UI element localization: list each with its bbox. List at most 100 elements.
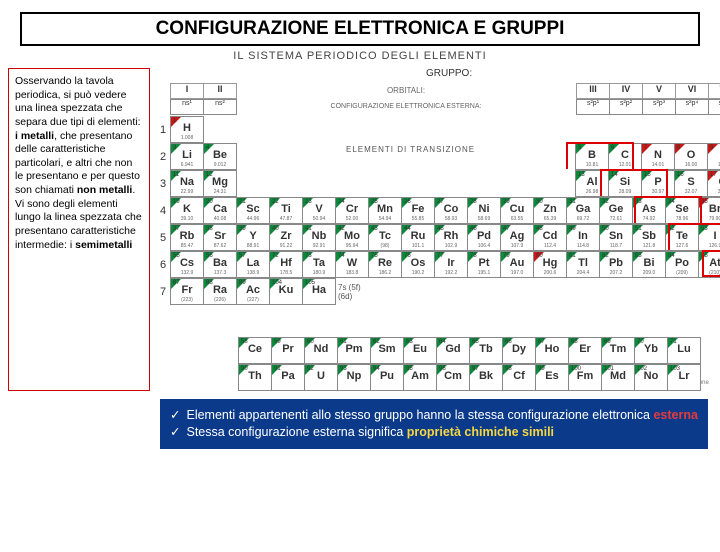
element-cell: 32Ge72.61 — [599, 197, 633, 224]
element-cell: 40Zr91.22 — [269, 224, 303, 251]
element-cell: 78Pt195.1 — [467, 251, 501, 278]
element-cell: 69Tm — [601, 337, 635, 364]
element-cell: 56Ba137.3 — [203, 251, 237, 278]
element-cell: 38Sr87.62 — [203, 224, 237, 251]
element-cell: 24Cr52.00 — [335, 197, 369, 224]
element-cell: 100Fm — [568, 364, 602, 391]
element-cell: 30Zn65.39 — [533, 197, 567, 224]
element-cell: 4Be9.012 — [203, 143, 237, 170]
element-cell: 92U — [304, 364, 338, 391]
element-cell: 73Ta180.9 — [302, 251, 336, 278]
element-cell: 45Rh102.9 — [434, 224, 468, 251]
element-cell: 20Ca40.08 — [203, 197, 237, 224]
element-cell: 93Np — [337, 364, 371, 391]
element-cell: 55Cs132.9 — [170, 251, 204, 278]
element-cell: 27Co58.93 — [434, 197, 468, 224]
gruppo-label: GRUPPO: — [426, 68, 472, 79]
element-cell: 74W183.8 — [335, 251, 369, 278]
element-cell: 52Te127.6 — [665, 224, 699, 251]
periodic-table: GRUPPO: IIIORBITALI:IIIIVVVIVIIVIII ns¹n… — [156, 68, 720, 391]
element-cell: 104Ku — [269, 278, 303, 305]
bullet2b: proprietà chimiche simili — [407, 425, 554, 439]
element-cell: 35Br79.90 — [698, 197, 720, 224]
element-cell: 89Ac(227) — [236, 278, 270, 305]
element-cell: 7N14.01 — [641, 143, 675, 170]
element-cell: 26Fe55.85 — [401, 197, 435, 224]
element-cell: 46Pd106.4 — [467, 224, 501, 251]
element-cell: 16S32.07 — [674, 170, 708, 197]
element-cell: 25Mn54.94 — [368, 197, 402, 224]
element-cell: 67Ho — [535, 337, 569, 364]
element-cell: 65Tb — [469, 337, 503, 364]
element-cell: 68Er — [568, 337, 602, 364]
element-cell: 33As74.92 — [632, 197, 666, 224]
desc-p1b: i metalli — [15, 130, 54, 142]
check-icon: ✓ — [170, 425, 180, 439]
element-cell: 53I126.9 — [698, 224, 720, 251]
element-cell: 11Na22.99 — [170, 170, 204, 197]
element-cell: 19K39.10 — [170, 197, 204, 224]
element-cell: 85At(210) — [698, 251, 720, 278]
element-cell: 60Nd — [304, 337, 338, 364]
element-cell: 95Am — [403, 364, 437, 391]
element-cell: 64Gd — [436, 337, 470, 364]
element-cell: 88Ra(226) — [203, 278, 237, 305]
element-cell: 72Hf178.5 — [269, 251, 303, 278]
element-cell: 99Es — [535, 364, 569, 391]
element-cell: 87Fr(223) — [170, 278, 204, 305]
element-cell: 75Re186.2 — [368, 251, 402, 278]
element-cell: 84Po(209) — [665, 251, 699, 278]
element-cell: 8O16.00 — [674, 143, 708, 170]
element-cell: 97Bk — [469, 364, 503, 391]
element-cell: 77Ir192.2 — [434, 251, 468, 278]
element-cell: 21Sc44.96 — [236, 197, 270, 224]
element-cell: 6C12.01 — [608, 143, 642, 170]
element-cell: 5B10.81 — [575, 143, 609, 170]
description-box: Osservando la tavola periodica, si può v… — [8, 68, 150, 391]
element-cell: 80Hg200.6 — [533, 251, 567, 278]
element-cell: 71Lu — [667, 337, 701, 364]
element-cell: 1H1.008 — [170, 116, 204, 143]
element-cell: 105Ha — [302, 278, 336, 305]
element-cell: 41Nb92.91 — [302, 224, 336, 251]
element-cell: 23V50.94 — [302, 197, 336, 224]
check-icon: ✓ — [170, 408, 180, 422]
summary-box: ✓ Elementi appartenenti allo stesso grupp… — [160, 399, 708, 449]
element-cell: 98Cf — [502, 364, 536, 391]
element-cell: 13Al26.98 — [575, 170, 609, 197]
element-cell: 48Cd112.4 — [533, 224, 567, 251]
element-cell: 91Pa — [271, 364, 305, 391]
element-cell: 63Eu — [403, 337, 437, 364]
element-cell: 22Ti47.87 — [269, 197, 303, 224]
element-cell: 62Sm — [370, 337, 404, 364]
element-cell: 59Pr — [271, 337, 305, 364]
element-cell: 17Cl35.45 — [707, 170, 720, 197]
bullet1b: esterna — [653, 408, 697, 422]
bullet1a: Elementi appartenenti allo stesso gruppo… — [186, 408, 653, 422]
element-cell: 58Ce — [238, 337, 272, 364]
page-title: CONFIGURAZIONE ELETTRONICA E GRUPPI — [20, 12, 700, 46]
element-cell: 9F19.00 — [707, 143, 720, 170]
element-cell: 39Y88.91 — [236, 224, 270, 251]
element-cell: 3Li6.941 — [170, 143, 204, 170]
element-cell: 61Pm — [337, 337, 371, 364]
element-cell: 83Bi209.0 — [632, 251, 666, 278]
element-cell: 82Pb207.2 — [599, 251, 633, 278]
element-cell: 28Ni58.69 — [467, 197, 501, 224]
desc-p2b: semimetalli — [75, 239, 132, 251]
element-cell: 50Sn118.7 — [599, 224, 633, 251]
element-cell: 49In114.8 — [566, 224, 600, 251]
element-cell: 101Md — [601, 364, 635, 391]
element-cell: 43Tc(98) — [368, 224, 402, 251]
element-cell: 51Sb121.8 — [632, 224, 666, 251]
element-cell: 29Cu63.55 — [500, 197, 534, 224]
element-cell: 34Se78.96 — [665, 197, 699, 224]
element-cell: 42Mo95.94 — [335, 224, 369, 251]
element-cell: 31Ga69.72 — [566, 197, 600, 224]
element-cell: 47Ag107.9 — [500, 224, 534, 251]
element-cell: 66Dy — [502, 337, 536, 364]
element-cell: 103Lr — [667, 364, 701, 391]
element-cell: 81Tl204.4 — [566, 251, 600, 278]
element-cell: 90Th — [238, 364, 272, 391]
element-cell: 102No — [634, 364, 668, 391]
